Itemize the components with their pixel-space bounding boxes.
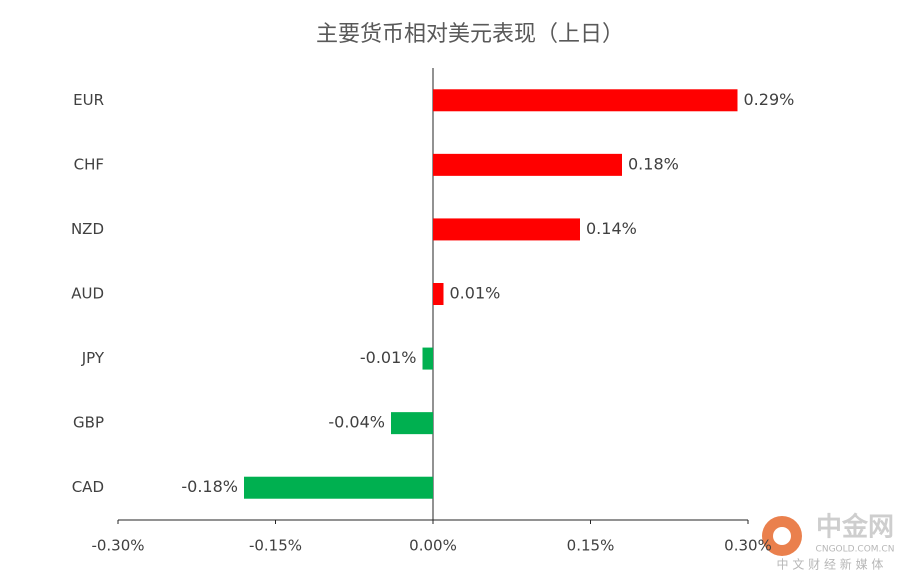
x-tick-label: 0.15% bbox=[567, 537, 615, 555]
y-tick-label: CHF bbox=[74, 155, 104, 173]
y-tick-label: NZD bbox=[71, 220, 104, 238]
y-tick-label: CAD bbox=[72, 478, 104, 496]
value-label: 0.29% bbox=[744, 90, 795, 109]
value-label: -0.04% bbox=[328, 413, 385, 432]
y-tick-label: EUR bbox=[73, 91, 104, 109]
x-tick-label: 0.30% bbox=[724, 537, 772, 555]
bar bbox=[433, 218, 580, 241]
value-label: -0.18% bbox=[181, 477, 238, 496]
watermark-logo-inner bbox=[773, 527, 791, 545]
bar bbox=[433, 89, 738, 112]
watermark: 中金网 CNGOLD.COM.CN 中 文 财 经 新 媒 体 bbox=[762, 512, 894, 572]
value-label: 0.18% bbox=[628, 154, 679, 173]
x-tick-label: -0.30% bbox=[91, 537, 144, 555]
bar bbox=[391, 412, 433, 435]
value-label: 0.01% bbox=[450, 284, 501, 303]
y-tick-label: GBP bbox=[73, 414, 104, 432]
x-tick-label: -0.15% bbox=[249, 537, 302, 555]
x-tick-label: 0.00% bbox=[409, 537, 457, 555]
y-tick-label: AUD bbox=[71, 285, 104, 303]
watermark-url: CNGOLD.COM.CN bbox=[816, 545, 895, 555]
value-label: -0.01% bbox=[360, 348, 417, 367]
value-label: 0.14% bbox=[586, 219, 637, 238]
bar bbox=[433, 153, 622, 176]
chart-title: 主要货币相对美元表现（上日） bbox=[316, 22, 624, 47]
bar bbox=[422, 347, 433, 370]
bar bbox=[244, 476, 433, 499]
y-tick-label: JPY bbox=[81, 349, 105, 367]
watermark-name: 中金网 bbox=[816, 512, 894, 543]
bar bbox=[433, 283, 444, 305]
watermark-tagline: 中 文 财 经 新 媒 体 bbox=[777, 557, 884, 572]
